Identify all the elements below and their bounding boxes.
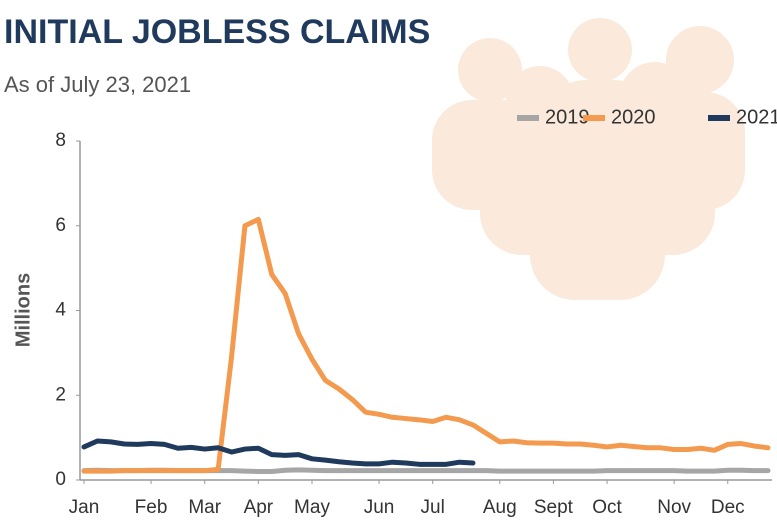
y-tick-label: 6	[55, 215, 66, 236]
chart: INITIAL JOBLESS CLAIMS As of July 23, 20…	[0, 0, 777, 525]
y-tick-label: 0	[55, 469, 66, 490]
chart-title: INITIAL JOBLESS CLAIMS	[4, 13, 430, 51]
line	[84, 219, 768, 471]
legend-label: 2020	[611, 106, 656, 128]
x-tick-label: Feb	[135, 497, 168, 518]
chart-subtitle: As of July 23, 2021	[4, 72, 191, 97]
x-tick-label: Oct	[592, 497, 622, 518]
legend-label: 2019	[545, 106, 590, 128]
x-tick-label: Nov	[657, 497, 691, 518]
x-tick-label: Jan	[69, 497, 100, 518]
legend-label: 2021	[736, 106, 777, 128]
x-tick-label: Mar	[188, 497, 221, 518]
x-tick-label: Aug	[483, 497, 517, 518]
x-tick-label: Sept	[534, 497, 574, 518]
y-tick-label: 2	[55, 384, 66, 405]
x-tick-label: Jun	[364, 497, 395, 518]
x-tick-label: Jul	[421, 497, 445, 518]
line	[84, 441, 473, 464]
x-tick-label: Apr	[244, 497, 274, 518]
y-tick-label: 8	[55, 130, 66, 151]
x-tick-label: May	[294, 497, 330, 518]
x-tick-label: Dec	[711, 497, 745, 518]
people-illustration	[432, 18, 745, 300]
y-tick-label: 4	[55, 300, 66, 321]
y-axis-label: Millions	[12, 273, 34, 347]
